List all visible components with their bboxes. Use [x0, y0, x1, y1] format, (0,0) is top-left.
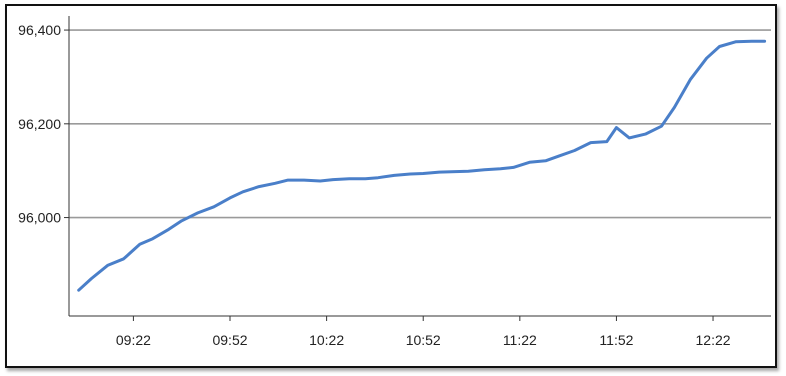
x-tick-label: 11:52: [599, 332, 633, 348]
x-tick-label: 10:52: [406, 332, 441, 348]
x-tick-label: 09:22: [116, 332, 151, 348]
series-line: [77, 39, 767, 292]
axes: [64, 16, 771, 321]
series-layer: [77, 39, 767, 292]
x-tick-label: 09:52: [212, 332, 247, 348]
y-tick-label: 96,200: [18, 116, 61, 132]
tick-labels: 96,000 96,200 96,400 09:22 09:52 10:22 10:52 11…: [18, 22, 731, 348]
y-tick-label: 96,400: [18, 22, 61, 38]
chart-frame: 96,000 96,200 96,400 09:22 09:52 10:22 10:52 11…: [5, 4, 777, 368]
x-tick-label: 11:22: [503, 332, 537, 348]
x-tick-label: 10:22: [309, 332, 344, 348]
y-tick-label: 96,000: [18, 210, 61, 226]
line-chart: 96,000 96,200 96,400 09:22 09:52 10:22 10:52 11…: [18, 16, 771, 348]
x-tick-label: 12:22: [696, 332, 731, 348]
grid-lines: [69, 29, 771, 219]
